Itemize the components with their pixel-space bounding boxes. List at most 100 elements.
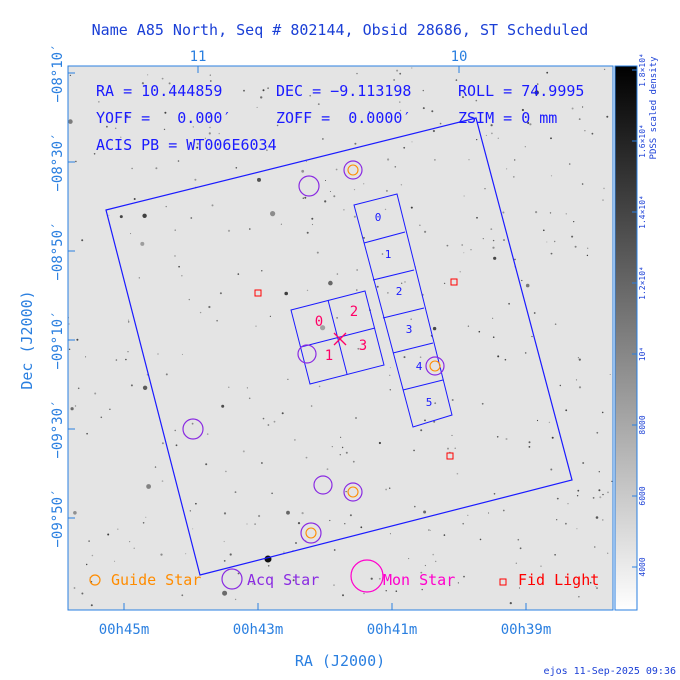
background-star: [598, 489, 601, 492]
background-star: [297, 522, 301, 525]
background-star: [292, 579, 295, 582]
background-star: [322, 138, 324, 140]
acis-s-divider-5: [402, 379, 444, 391]
background-star: [88, 540, 90, 542]
background-star: [422, 89, 424, 92]
guide-star: [347, 486, 359, 498]
background-star: [81, 592, 84, 595]
background-star: [395, 590, 398, 592]
background-star: [534, 90, 539, 95]
background-star: [192, 126, 194, 128]
background-star: [129, 541, 131, 543]
background-star: [536, 83, 539, 85]
background-star: [389, 533, 391, 535]
background-star: [463, 252, 465, 254]
background-star: [195, 502, 197, 505]
background-star: [546, 71, 549, 74]
background-star: [345, 491, 347, 493]
background-star: [310, 405, 313, 407]
background-star: [341, 446, 344, 449]
background-star: [181, 275, 183, 277]
background-star: [378, 577, 381, 580]
acq-star: [182, 418, 204, 440]
background-star: [408, 88, 410, 90]
background-star: [297, 113, 299, 115]
colorbar-ticks: 4000 6000 8000 10⁴ 1.2×10⁴ 1.4×10⁴ 1.6×10⁴ 1.8×…: [632, 53, 647, 577]
background-star: [246, 387, 248, 389]
acq-star: [313, 475, 333, 495]
background-star: [396, 69, 399, 72]
background-star: [596, 431, 599, 434]
y-tick-label: −09°50′: [50, 488, 66, 547]
legend-mon-marker: [350, 559, 384, 593]
background-star: [607, 491, 609, 494]
background-star: [255, 325, 257, 327]
legend-fid-marker: [499, 578, 507, 586]
background-star: [227, 229, 231, 232]
background-star: [94, 392, 97, 395]
background-star: [133, 547, 135, 549]
background-star: [491, 132, 493, 135]
background-star: [584, 130, 586, 132]
background-star: [305, 160, 307, 162]
background-star: [222, 590, 228, 596]
background-star: [574, 245, 577, 248]
acis-s-chip-0: 0: [375, 211, 382, 224]
x-tick-label: 00h39m: [501, 622, 552, 638]
background-star: [504, 358, 507, 361]
background-star: [86, 563, 88, 566]
colorbar-tick-label: 10⁴: [638, 347, 647, 361]
background-star: [413, 449, 415, 452]
background-star: [423, 510, 427, 514]
background-star: [355, 417, 357, 419]
background-star: [147, 74, 149, 76]
background-star: [556, 519, 558, 521]
background-star: [502, 509, 505, 512]
acis-s-chip-3: 3: [406, 323, 413, 336]
background-star: [154, 466, 157, 468]
background-star: [496, 436, 499, 438]
background-star: [234, 491, 237, 493]
background-star: [428, 529, 430, 531]
background-star: [577, 489, 580, 492]
background-star: [335, 168, 338, 171]
background-star: [551, 436, 554, 439]
background-star: [189, 510, 191, 512]
background-star: [142, 385, 148, 390]
background-star: [403, 356, 406, 359]
legend-mon-label: Mon Star: [383, 571, 455, 589]
x-top-tick-label: 10: [451, 49, 468, 65]
background-star: [525, 283, 530, 288]
acq-star: [343, 160, 363, 180]
background-star: [535, 211, 538, 214]
background-star: [328, 280, 333, 286]
background-star: [185, 553, 187, 555]
background-star: [549, 212, 552, 214]
background-star: [556, 497, 559, 500]
background-star: [481, 402, 484, 405]
background-star: [514, 159, 516, 161]
acis-i-chip-0: 0: [315, 314, 323, 330]
background-star: [550, 137, 552, 140]
background-star: [324, 200, 327, 203]
background-star: [521, 279, 523, 282]
background-star: [463, 195, 465, 197]
acq-star: [300, 522, 322, 544]
background-star: [389, 389, 391, 391]
background-star: [586, 254, 589, 257]
background-star: [343, 209, 345, 211]
background-star: [211, 204, 214, 207]
background-star: [455, 79, 458, 81]
background-star: [387, 158, 390, 161]
background-star: [344, 523, 346, 525]
background-star: [399, 101, 401, 103]
acis-s-divider-3: [382, 307, 425, 319]
background-star: [174, 429, 176, 432]
background-star: [531, 335, 533, 338]
background-star: [100, 416, 103, 419]
background-star: [76, 338, 79, 341]
x-axis-top: [197, 66, 460, 73]
background-star: [128, 321, 130, 323]
background-star: [178, 265, 180, 268]
acis-s-divider-1: [363, 231, 406, 244]
